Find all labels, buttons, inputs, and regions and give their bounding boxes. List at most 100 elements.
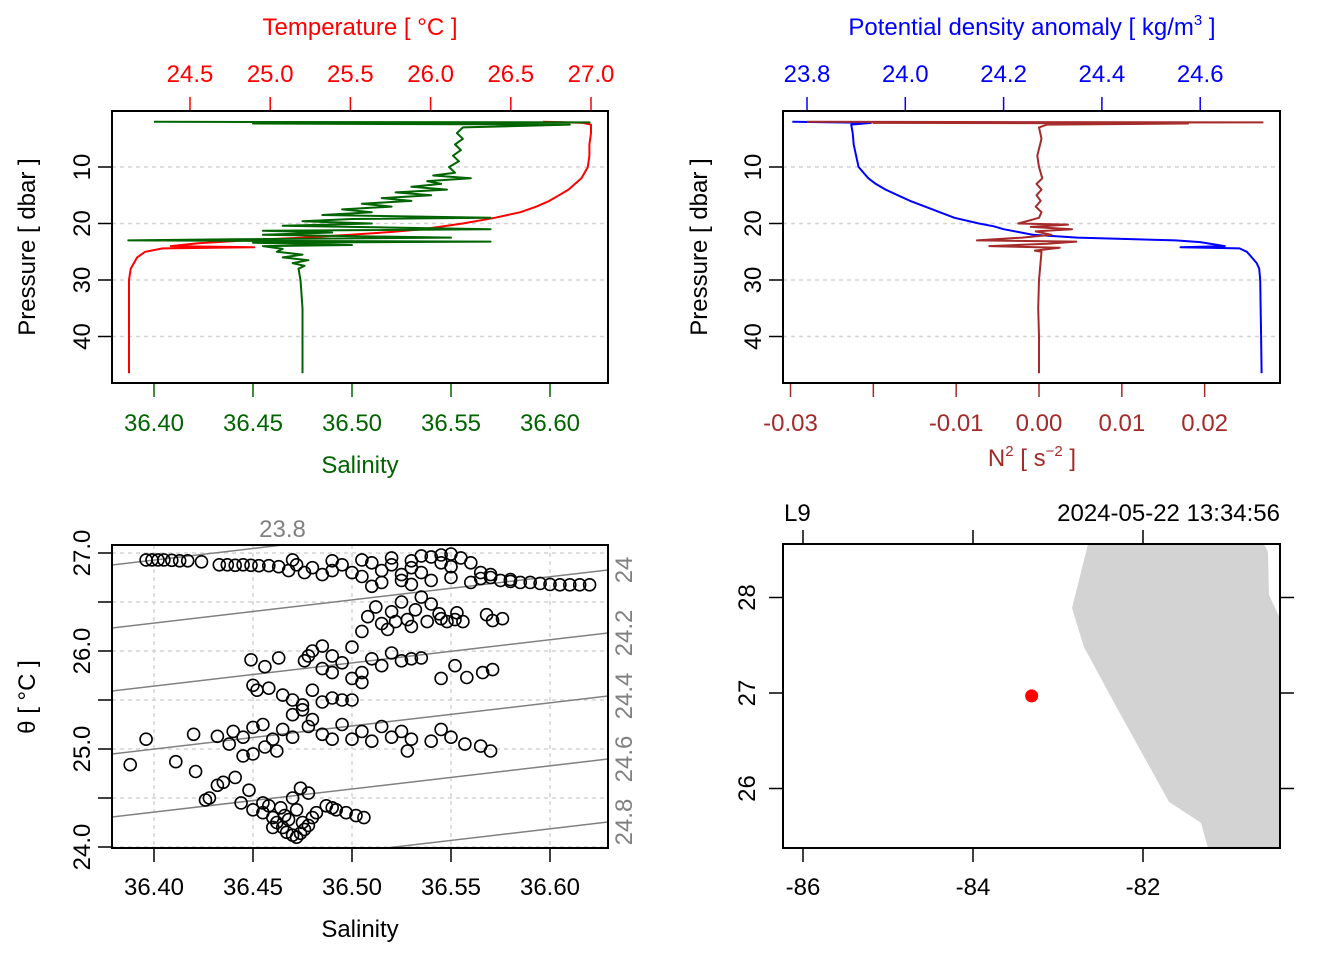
theta-tick-label: 24.0 (69, 824, 96, 871)
salinity-tick-label: 36.50 (322, 874, 382, 901)
n2-title-end: ] (1063, 445, 1076, 472)
ts-data-point (325, 732, 340, 747)
temperature-tick-label: 26.0 (407, 61, 454, 88)
plot-frame (782, 110, 1281, 384)
ts-data-point (325, 553, 340, 568)
ts-data-point (315, 639, 330, 653)
ts-data-point (242, 783, 256, 798)
ts-data-point (400, 744, 415, 758)
plot-frame (111, 544, 609, 849)
ts-data-point (325, 649, 340, 663)
ts-data-point (246, 720, 260, 735)
ts-data-point (414, 590, 429, 604)
longitude-tick-label: -82 (1126, 874, 1161, 901)
density-title-end: ] (1202, 14, 1215, 41)
ts-data-point (384, 557, 399, 572)
ts-data-point (228, 770, 242, 785)
n2-tick-label: -0.01 (929, 410, 984, 437)
ts-data-point (295, 815, 310, 830)
ts-data-point (414, 651, 429, 665)
ts-data-point (355, 724, 369, 739)
isopycnal-label: 24.6 (611, 736, 638, 783)
ts-data-point (210, 778, 225, 793)
latitude-tick-label: 26 (734, 775, 761, 802)
ts-data-point (244, 652, 258, 667)
pressure-tick-label: 20 (740, 210, 767, 237)
density-tick-label: 24.2 (980, 61, 1027, 88)
ts-data-point (335, 717, 349, 732)
pressure-tick-label: 30 (740, 267, 767, 294)
ts-data-point (188, 764, 203, 779)
ts-data-point (444, 559, 458, 574)
pressure-axis-title: Pressure [ dbar ] (14, 158, 41, 335)
isopycnal-line (112, 569, 608, 629)
n2-title-units: [ s (1014, 445, 1046, 472)
map-frame (782, 543, 1281, 849)
ts-data-point (295, 702, 310, 717)
temperature-profile-line (128, 120, 592, 374)
ts-data-point (448, 612, 462, 627)
ts-data-point (258, 659, 272, 674)
ts-data-point (345, 693, 359, 707)
ts-data-point (222, 737, 236, 751)
ts-data-point (295, 698, 310, 712)
ts-data-point (434, 722, 448, 737)
ts-data-point (503, 572, 518, 587)
ts-data-point (271, 651, 286, 665)
ts-data-point (335, 655, 349, 670)
ts-data-point (226, 724, 240, 739)
latitude-tick-label: 28 (734, 584, 761, 611)
ts-data-point (301, 719, 316, 734)
theta-tick-label: 25.0 (69, 726, 96, 773)
salinity-tick-label: 36.60 (520, 410, 580, 437)
ts-data-point (448, 658, 462, 673)
salinity-axis-title: Salinity (321, 452, 398, 479)
theta-axis-title: θ [ °C ] (14, 660, 41, 734)
ts-data-point (236, 730, 250, 745)
isopycnal-line (112, 632, 608, 692)
ts-data-point (202, 791, 217, 805)
ts-data-point (420, 614, 435, 629)
station-name: L9 (784, 500, 811, 527)
temperature-tick-label: 27.0 (568, 61, 615, 88)
ts-data-point (123, 757, 137, 772)
ts-data-point (404, 553, 419, 568)
isopycnal-line (112, 758, 608, 818)
salinity-tick-label: 36.55 (421, 410, 481, 437)
ts-data-point (384, 551, 399, 565)
isopycnal-line (379, 821, 608, 848)
ts-data-point (475, 665, 490, 680)
temperature-tick-label: 25.5 (327, 61, 374, 88)
salinity-tick-label: 36.40 (124, 410, 184, 437)
ts-data-point (384, 646, 399, 660)
ts-data-point (305, 683, 320, 698)
pressure-tick-label: 30 (69, 267, 96, 294)
ts-data-point (246, 802, 260, 817)
salinity-tick-label: 36.55 (421, 874, 481, 901)
ts-data-point (246, 747, 260, 761)
ts-data-point (275, 722, 290, 737)
ts-data-point (325, 665, 340, 680)
ts-data-point (325, 691, 340, 705)
theta-tick-label: 26.0 (69, 628, 96, 675)
ts-data-point (364, 579, 379, 594)
ts-data-point (325, 800, 340, 815)
salinity-axis-title: Salinity (321, 916, 398, 943)
ts-data-point (543, 577, 557, 592)
ts-data-point (495, 611, 510, 626)
ts-data-point (277, 808, 292, 823)
ts-data-point (261, 681, 276, 696)
temperature-tick-label: 25.0 (247, 61, 294, 88)
ts-data-point (273, 800, 288, 815)
ts-data-point (281, 812, 296, 827)
n2-title-text: N (988, 445, 1005, 472)
ts-data-point (212, 557, 227, 572)
ts-data-point (364, 555, 379, 570)
ts-data-point (285, 553, 300, 567)
ts-data-point (444, 730, 458, 745)
ts-data-point (256, 717, 270, 732)
ts-data-point (325, 563, 340, 578)
ts-data-point (234, 796, 248, 810)
ts-data-point (180, 553, 195, 568)
